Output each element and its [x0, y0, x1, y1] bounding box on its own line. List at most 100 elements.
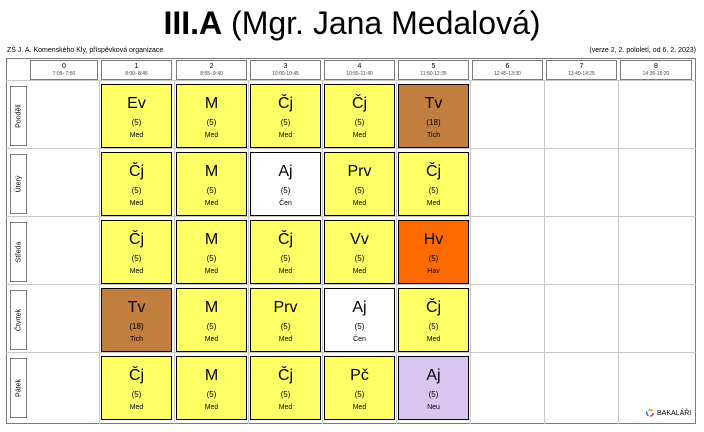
period-number: 3 — [283, 63, 288, 70]
lesson-room: (5) — [354, 254, 365, 263]
lesson-room: (18) — [129, 322, 144, 331]
lesson-cell[interactable]: Čj (5) Med — [250, 220, 321, 284]
period-header-1: 1 8:00- 8:45 — [101, 60, 172, 80]
lesson-cell[interactable]: Čj (5) Med — [101, 356, 172, 420]
lesson-subject: Aj — [352, 299, 367, 316]
lesson-teacher: Med — [204, 336, 219, 343]
lesson-room: (5) — [131, 118, 142, 127]
column-divider — [618, 80, 619, 424]
day-label-4: Čtvrtek — [10, 290, 27, 350]
lesson-room: (5) — [428, 186, 439, 195]
class-name: III.A — [163, 5, 223, 41]
lesson-subject: Čj — [425, 163, 442, 180]
brand-logo: BAKALÁŘI — [646, 409, 691, 417]
lesson-subject: Prv — [273, 299, 298, 316]
lesson-teacher: Med — [426, 336, 441, 343]
lesson-cell[interactable]: Čj (5) Med — [101, 220, 172, 284]
column-divider — [470, 80, 471, 424]
lesson-room: (5) — [354, 186, 365, 195]
lesson-cell[interactable]: M (5) Med — [176, 152, 247, 216]
lesson-cell[interactable]: M (5) Med — [176, 288, 247, 352]
lesson-cell[interactable]: Čj (5) Med — [398, 288, 469, 352]
lesson-cell[interactable]: M (5) Med — [176, 220, 247, 284]
column-divider — [544, 80, 545, 424]
lesson-cell[interactable]: Hv (5) Hav — [398, 220, 469, 284]
period-header-7: 7 13:40-14:25 — [546, 60, 617, 80]
lesson-teacher: Med — [352, 132, 367, 139]
lesson-cell[interactable]: Tv (18) Tich — [398, 84, 469, 148]
lesson-teacher: Med — [129, 404, 144, 411]
lesson-cell[interactable]: Aj (5) Čen — [324, 288, 395, 352]
lesson-room: (5) — [280, 118, 291, 127]
lesson-cell[interactable]: Prv (5) Med — [250, 288, 321, 352]
lesson-cell[interactable]: M (5) Med — [176, 356, 247, 420]
lesson-room: (5) — [280, 186, 291, 195]
period-number: 6 — [505, 63, 510, 70]
row-divider — [6, 216, 696, 217]
lesson-subject: Čj — [425, 299, 442, 316]
lesson-subject: Čj — [277, 95, 294, 112]
lesson-subject: Prv — [347, 163, 372, 180]
row-divider — [6, 284, 696, 285]
lesson-room: (5) — [206, 322, 217, 331]
period-time: 10:55-11:40 — [346, 71, 373, 77]
lesson-cell[interactable]: Prv (5) Med — [324, 152, 395, 216]
period-header-0: 0 7:05- 7:50 — [30, 60, 98, 80]
lesson-subject: Čj — [128, 163, 145, 180]
lesson-cell[interactable]: Aj (5) Čen — [250, 152, 321, 216]
period-time: 13:40-14:25 — [568, 71, 595, 77]
lesson-teacher: Hav — [427, 268, 440, 275]
lesson-teacher: Med — [129, 268, 144, 275]
lesson-cell[interactable]: Čj (5) Med — [101, 152, 172, 216]
lesson-subject: M — [204, 95, 219, 112]
lesson-room: (5) — [131, 390, 142, 399]
day-label-text: Čtvrtek — [15, 308, 22, 332]
lesson-room: (5) — [206, 254, 217, 263]
lesson-room: (5) — [206, 118, 217, 127]
lesson-cell[interactable]: Aj (5) Neu — [398, 356, 469, 420]
lesson-cell[interactable]: Ev (5) Med — [101, 84, 172, 148]
lesson-subject: M — [204, 163, 219, 180]
school-name: ZŠ J. A. Komenského Kly, příspěvková org… — [7, 47, 164, 54]
lesson-cell[interactable]: Čj (5) Med — [324, 84, 395, 148]
period-header-3: 3 10:00-10:45 — [250, 60, 321, 80]
period-time: 8:55- 9:40 — [200, 71, 223, 77]
day-label-text: Úterý — [15, 175, 22, 193]
lesson-cell[interactable]: Vv (5) Med — [324, 220, 395, 284]
page-title: III.A (Mgr. Jana Medalová) — [0, 2, 704, 44]
lesson-teacher: Med — [352, 404, 367, 411]
lesson-teacher: Med — [426, 200, 441, 207]
lesson-subject: M — [204, 367, 219, 384]
day-label-1: Pondělí — [10, 86, 27, 146]
column-divider — [248, 80, 249, 424]
lesson-cell[interactable]: Čj (5) Med — [250, 84, 321, 148]
lesson-teacher: Med — [204, 404, 219, 411]
lesson-cell[interactable]: Čj (5) Med — [398, 152, 469, 216]
lesson-cell[interactable]: Čj (5) Med — [250, 356, 321, 420]
lesson-room: (5) — [354, 118, 365, 127]
period-number: 5 — [431, 63, 436, 70]
lesson-room: (5) — [428, 322, 439, 331]
column-divider — [322, 80, 323, 424]
lesson-teacher: Čen — [279, 200, 292, 207]
day-label-text: Středa — [15, 241, 22, 263]
lesson-cell[interactable]: Pč (5) Med — [324, 356, 395, 420]
lesson-subject: Tv — [424, 95, 443, 112]
version-info: (verze 2, 2. pololetí, od 6. 2. 2023) — [589, 47, 696, 54]
lesson-room: (5) — [206, 390, 217, 399]
lesson-teacher: Med — [129, 132, 144, 139]
lesson-subject: M — [204, 299, 219, 316]
lesson-cell[interactable]: M (5) Med — [176, 84, 247, 148]
lesson-subject: Pč — [350, 367, 369, 384]
lesson-teacher: Med — [129, 200, 144, 207]
lesson-room: (5) — [280, 254, 291, 263]
lesson-room: (5) — [206, 186, 217, 195]
lesson-subject: Tv — [127, 299, 146, 316]
lesson-subject: Hv — [423, 231, 444, 248]
lesson-teacher: Med — [278, 404, 293, 411]
lesson-teacher: Med — [278, 132, 293, 139]
period-header-2: 2 8:55- 9:40 — [176, 60, 247, 80]
lesson-subject: Čj — [351, 95, 368, 112]
lesson-subject: Aj — [426, 367, 441, 384]
lesson-cell[interactable]: Tv (18) Tich — [101, 288, 172, 352]
